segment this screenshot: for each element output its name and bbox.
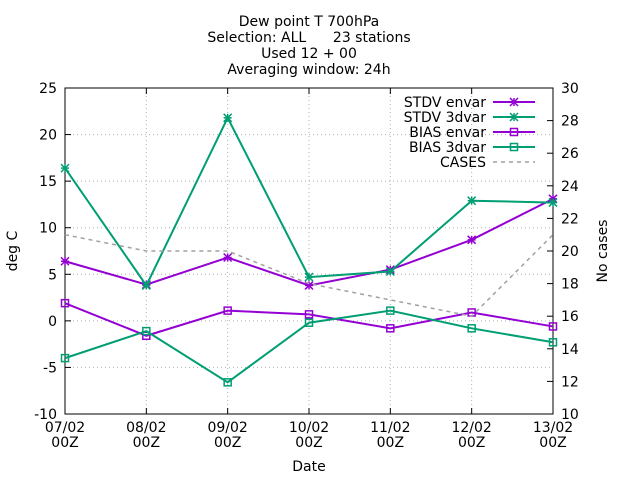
- legend-marker: [509, 142, 519, 152]
- data-point: [548, 322, 558, 331]
- data-point: [548, 338, 558, 347]
- x-tick-label: 08/02: [126, 420, 166, 436]
- data-point: [304, 318, 314, 327]
- y2-tick-label: 24: [561, 179, 579, 195]
- legend-label: STDV envar: [404, 95, 486, 111]
- series-bias-envar: [60, 298, 558, 341]
- series-line: [64, 309, 554, 384]
- data-point: [223, 378, 232, 387]
- x-tick-label: 11/02: [370, 420, 410, 436]
- marker-stroke: [509, 112, 519, 122]
- marker-stroke: [385, 266, 395, 277]
- marker-stroke: [467, 196, 477, 206]
- y2-tick-label: 30: [561, 81, 579, 97]
- y2-tick-label: 20: [561, 244, 579, 260]
- data-point: [386, 306, 395, 315]
- marker-stroke: [60, 163, 70, 173]
- y-tick-label: 10: [39, 221, 57, 237]
- y-tick-label: 25: [39, 81, 57, 97]
- y-axis-label: deg C: [5, 230, 21, 271]
- x-tick-label: 13/02: [533, 420, 573, 436]
- y2-tick-label: 10: [561, 407, 579, 423]
- y2-tick-label: 28: [561, 114, 579, 130]
- series-area: [60, 113, 558, 387]
- data-point: [223, 252, 233, 263]
- x-tick-label: 00Z: [214, 435, 241, 451]
- title-line: Selection: ALL 23 stations: [207, 30, 410, 46]
- marker-stroke: [548, 198, 558, 208]
- x-tick-label: 00Z: [377, 435, 404, 451]
- x-tick-label: 00Z: [133, 435, 160, 451]
- data-point: [467, 196, 477, 206]
- legend-marker: [509, 127, 519, 137]
- data-point: [60, 353, 70, 363]
- marker-stroke: [141, 280, 151, 290]
- series-stdv-3dvar: [60, 113, 558, 290]
- series-line: [64, 233, 554, 318]
- y2-tick-label: 18: [561, 277, 579, 293]
- y-tick-label: -10: [34, 407, 57, 423]
- title-line: Used 12 + 00: [261, 46, 357, 62]
- data-point: [304, 310, 314, 319]
- marker-stroke: [304, 280, 314, 290]
- data-point: [467, 235, 477, 245]
- y2-tick-label: 22: [561, 211, 579, 227]
- data-point: [385, 266, 395, 277]
- marker-stroke: [60, 256, 70, 266]
- marker-stroke: [467, 235, 477, 245]
- y2-tick-label: 16: [561, 309, 579, 325]
- data-point: [548, 198, 558, 208]
- x-tick-label: 00Z: [51, 435, 78, 451]
- data-point: [386, 324, 395, 333]
- marker-stroke: [223, 113, 233, 123]
- legend-label: BIAS 3dvar: [409, 140, 486, 156]
- legend-marker: [509, 112, 519, 122]
- data-point: [60, 298, 70, 308]
- y2-tick-label: 12: [561, 374, 579, 390]
- series-bias-3dvar: [60, 306, 558, 387]
- data-point: [467, 324, 476, 333]
- x-tick-label: 12/02: [451, 420, 491, 436]
- y-tick-label: -5: [43, 360, 57, 376]
- series-line: [64, 302, 554, 337]
- x-tick-label: 00Z: [458, 435, 485, 451]
- x-tick-label: 00Z: [295, 435, 322, 451]
- x-tick-label: 09/02: [207, 420, 247, 436]
- axes: -10 -5 0 5 10 15 20 25 10 12 14 16 18 20 22 24 26 28 30 07/…: [34, 81, 579, 451]
- y-tick-label: 15: [39, 174, 57, 190]
- data-point: [142, 326, 151, 336]
- y2-axis-label: No cases: [595, 220, 611, 283]
- data-point: [60, 256, 70, 266]
- marker-stroke: [509, 97, 519, 107]
- legend-label: CASES: [440, 155, 486, 171]
- data-point: [223, 113, 233, 123]
- title-line: Averaging window: 24h: [227, 62, 390, 78]
- marker-stroke: [223, 252, 233, 263]
- legend-label: BIAS envar: [409, 125, 486, 141]
- series-cases: [64, 233, 554, 318]
- legend-marker: [509, 97, 519, 107]
- data-point: [60, 163, 70, 173]
- data-point: [223, 306, 232, 315]
- x-tick-label: 10/02: [289, 420, 329, 436]
- legend-label: STDV 3dvar: [404, 110, 487, 126]
- y-tick-label: 0: [48, 314, 57, 330]
- y2-tick-label: 14: [561, 342, 579, 358]
- data-point: [141, 280, 151, 290]
- y-tick-label: 5: [48, 267, 57, 283]
- x-tick-label: 00Z: [539, 435, 566, 451]
- y2-tick-label: 26: [561, 146, 579, 162]
- title-line: Dew point T 700hPa: [239, 14, 379, 30]
- x-tick-label: 07/02: [45, 420, 85, 436]
- x-axis-label: Date: [292, 459, 325, 475]
- data-point: [304, 272, 314, 282]
- y-tick-label: 20: [39, 128, 57, 144]
- marker-stroke: [304, 272, 314, 282]
